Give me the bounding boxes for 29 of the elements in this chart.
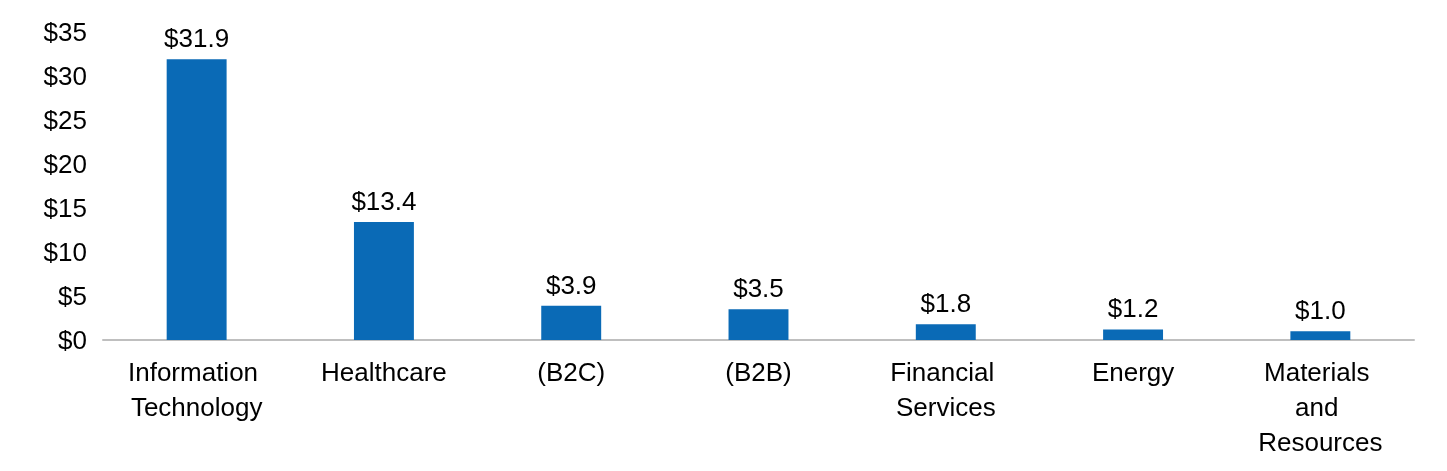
data-label: $3.9 <box>545 269 597 300</box>
y-tick-label: $15 <box>43 193 87 223</box>
y-tick-label: $0 <box>58 325 87 355</box>
x-tick-label: Information Technology <box>127 356 266 422</box>
y-tick-label: $10 <box>43 237 87 267</box>
bar <box>915 324 976 340</box>
x-tick-label: (B2C) <box>537 356 606 387</box>
x-tick-label: Healthcare <box>321 356 447 387</box>
x-tick-label: Financial Services <box>890 356 1002 422</box>
data-label: $1.2 <box>1107 293 1159 324</box>
bar <box>1103 329 1164 340</box>
y-tick-label: $25 <box>43 105 87 135</box>
data-label: $13.4 <box>351 186 417 217</box>
y-tick-label: $35 <box>43 17 87 47</box>
data-label: $3.5 <box>733 273 784 304</box>
x-tick-label: Energy <box>1091 356 1175 387</box>
y-tick-label: $5 <box>58 281 87 311</box>
data-label: $31.9 <box>164 23 230 54</box>
bar <box>728 309 789 340</box>
y-tick-label: $30 <box>43 61 87 91</box>
bar <box>1290 331 1351 340</box>
x-tick-label: (B2B) <box>725 356 792 387</box>
x-tick-label: Materials and Resources <box>1258 356 1383 457</box>
data-label: $1.8 <box>920 288 972 319</box>
bar <box>353 222 414 340</box>
bar <box>541 305 602 340</box>
data-label: $1.0 <box>1295 295 1346 326</box>
y-tick-label: $20 <box>43 149 87 179</box>
bar <box>166 59 227 340</box>
